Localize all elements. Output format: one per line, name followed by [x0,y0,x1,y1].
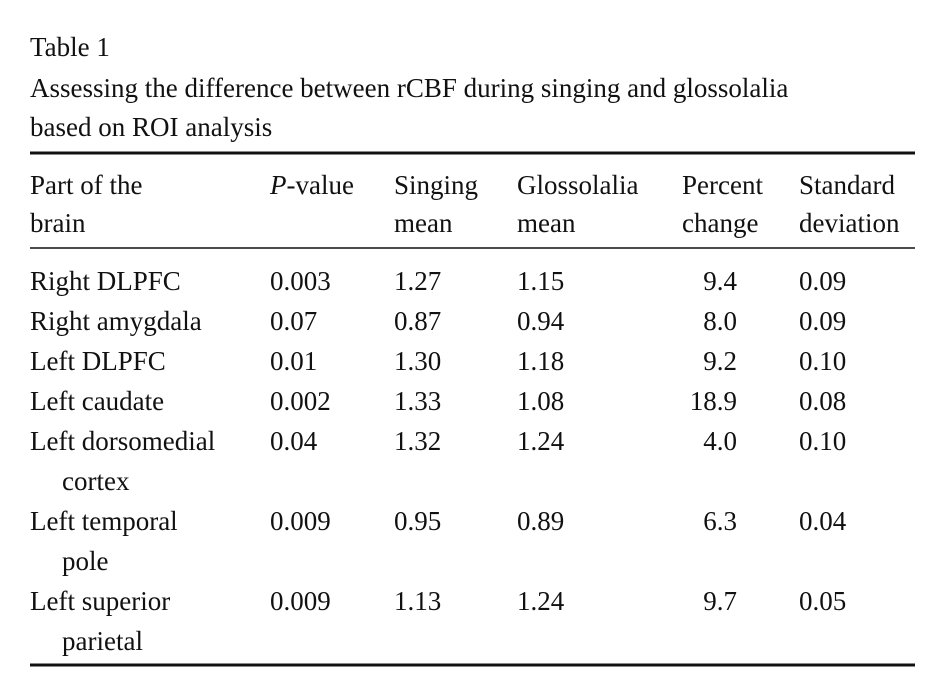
column-header: P-value [269,170,354,200]
row-label: pole [62,546,109,576]
cell: 9.7 [703,586,737,616]
column-header: mean [394,208,453,238]
cell: 0.009 [270,586,331,616]
cell: 0.10 [799,346,846,376]
column-header: deviation [799,208,900,238]
cell: 1.08 [517,386,564,416]
cell: 9.4 [703,266,737,296]
cell: 0.09 [799,266,846,296]
column-header: Part of the [30,170,142,200]
cell: 1.32 [394,426,441,456]
row-label: Right DLPFC [30,266,181,296]
cell: 0.10 [799,426,846,456]
caption-line: Assessing the difference between rCBF du… [30,73,788,103]
cell: 1.18 [517,346,564,376]
caption-line: based on ROI analysis [30,112,272,142]
cell: 0.08 [799,386,846,416]
cell: 0.87 [394,306,441,336]
column-header: mean [517,208,576,238]
cell: 0.01 [270,346,317,376]
row-label: Left caudate [30,386,164,416]
cell: 1.24 [517,586,565,616]
cell: 0.94 [517,306,565,336]
row-label: Right amygdala [30,306,202,336]
cell: 0.002 [270,386,331,416]
column-header: change [682,208,758,238]
cell: 6.3 [703,506,737,536]
column-header: Standard [799,170,895,200]
cell: 1.30 [394,346,441,376]
cell: 0.003 [270,266,331,296]
row-label: Left superior [30,586,170,616]
cell: 9.2 [703,346,737,376]
cell: 0.04 [799,506,847,536]
column-header: brain [30,208,86,238]
row-label: Left temporal [30,506,178,536]
cell: 0.009 [270,506,331,536]
row-label: cortex [62,466,130,496]
cell: 1.15 [517,266,564,296]
cell: 1.13 [394,586,441,616]
cell: 18.9 [690,386,737,416]
cell: 0.09 [799,306,846,336]
row-label: Left dorsomedial [30,426,215,456]
cell: 4.0 [703,426,737,456]
column-header: Percent [682,170,763,200]
cell: 1.24 [517,426,565,456]
cell: 0.05 [799,586,846,616]
cell: 1.33 [394,386,441,416]
column-header: Glossolalia [517,170,639,200]
row-label: parietal [62,626,143,656]
table-label: Table 1 [30,32,110,62]
cell: 8.0 [703,306,737,336]
column-header: Singing [394,170,478,200]
row-label: Left DLPFC [30,346,166,376]
cell: 0.07 [270,306,317,336]
cell: 0.04 [270,426,318,456]
cell: 1.27 [394,266,441,296]
cell: 0.95 [394,506,441,536]
cell: 0.89 [517,506,564,536]
